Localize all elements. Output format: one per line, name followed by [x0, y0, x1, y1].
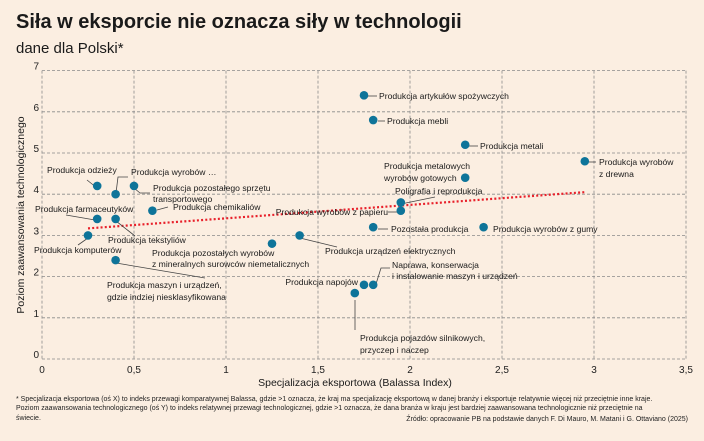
- axis-ticks: 0 0,5 1 1,5 2 2,5 3 3,5 0 1 2 3 4 5 6 7: [33, 62, 693, 376]
- point-label: Produkcja urządzeń elektrycznych: [325, 246, 456, 256]
- data-point: [92, 181, 102, 191]
- point-label: Produkcja odzieży: [47, 165, 117, 175]
- chart-subtitle: dane dla Polski*: [16, 40, 124, 57]
- data-point: [479, 222, 488, 232]
- grid: [41, 70, 687, 360]
- point-label: przyczep i naczep: [360, 345, 429, 355]
- point-labels: Produkcja artykułów spożywczych Produkcj…: [34, 91, 674, 355]
- x-tick-label: 3: [591, 365, 597, 376]
- point-label: Produkcja tekstyliów: [108, 235, 187, 245]
- data-point: [368, 222, 378, 232]
- y-tick-label: 6: [33, 103, 39, 114]
- x-tick-label: 2,5: [495, 365, 509, 376]
- footnote-line: świecie.: [16, 415, 41, 422]
- data-point: [295, 231, 304, 240]
- x-tick-label: 3,5: [679, 365, 693, 376]
- point-label: Pozostała produkcja: [391, 224, 469, 234]
- point-label: Produkcja pozostałego sprzętu: [153, 183, 271, 193]
- y-tick-label: 5: [33, 144, 39, 155]
- y-tick-label: 0: [33, 350, 39, 361]
- data-point: [111, 214, 120, 224]
- x-tick-label: 1,5: [311, 365, 325, 376]
- data-point: [92, 214, 102, 224]
- y-tick-label: 7: [33, 62, 39, 73]
- x-tick-label: 2: [407, 365, 413, 376]
- data-point: [350, 288, 360, 298]
- data-point: [359, 91, 369, 100]
- point-label: Produkcja pojazdów silnikowych,: [360, 333, 485, 343]
- data-point: [580, 156, 590, 166]
- point-label: Produkcja komputerów: [34, 245, 122, 255]
- y-tick-label: 3: [33, 226, 39, 237]
- point-label: wyrobów gotowych: [383, 173, 457, 183]
- x-tick-label: 0: [39, 365, 45, 376]
- chart-title: Siła w eksporcie nie oznacza siły w tech…: [16, 11, 462, 33]
- point-label: Produkcja metalowych: [384, 161, 470, 171]
- point-label: Poligrafia i reprodukcja: [395, 186, 483, 196]
- y-tick-label: 2: [33, 268, 39, 279]
- y-tick-label: 1: [33, 309, 39, 320]
- point-label: Naprawa, konserwacja: [392, 260, 479, 270]
- point-label: Produkcja wyrobów …: [131, 167, 217, 177]
- point-label: Produkcja chemikaliów: [173, 202, 261, 212]
- data-points: [83, 91, 590, 298]
- y-axis-title: Poziom zaawansowania technologicznego: [15, 116, 27, 313]
- point-label: z mineralnych surowców niemetalicznych: [152, 259, 309, 269]
- point-label: Produkcja napojów: [285, 277, 358, 287]
- point-label: Produkcja maszyn i urządzeń,: [107, 280, 222, 290]
- x-tick-label: 0,5: [127, 365, 141, 376]
- data-point: [368, 115, 378, 125]
- data-point: [267, 239, 277, 248]
- footnote-line: Poziom zaawansowania technologicznego (o…: [16, 405, 643, 412]
- point-label: Produkcja mebli: [387, 116, 448, 126]
- point-label: Produkcja wyrobów: [599, 157, 674, 167]
- trend-line: [87, 191, 585, 230]
- x-tick-label: 1: [223, 365, 229, 376]
- data-point: [460, 140, 470, 150]
- data-point: [359, 280, 369, 290]
- source-note: Źródło: opracowanie PB na podstawie dany…: [406, 414, 688, 423]
- point-label: Produkcja artykułów spożywczych: [379, 91, 509, 101]
- x-axis-title: Specjalizacja eksportowa (Balassa Index): [258, 377, 452, 389]
- data-point: [129, 181, 139, 191]
- data-point: [148, 206, 157, 215]
- data-point: [111, 255, 120, 265]
- point-label: i instalowanie maszyn i urządzeń: [392, 271, 518, 281]
- y-tick-label: 4: [33, 185, 39, 196]
- point-label: gdzie indziej niesklasyfikowana: [107, 292, 226, 302]
- point-label: Produkcja farmaceutyków: [35, 204, 134, 214]
- point-label: Produkcja pozostałych wyrobów: [152, 248, 275, 258]
- data-point: [460, 173, 470, 183]
- data-point: [368, 280, 378, 290]
- data-point: [83, 231, 93, 240]
- point-label: Produkcja wyrobów z papieru: [276, 207, 388, 217]
- point-label: transportowego: [153, 194, 212, 204]
- data-point: [396, 206, 406, 215]
- data-point: [396, 198, 406, 207]
- data-point: [111, 189, 120, 199]
- point-label: z drewna: [599, 169, 634, 179]
- point-label: Produkcja wyrobów z gumy: [493, 224, 598, 234]
- footnote-line: * Specjalizacja eksportowa (oś X) to ind…: [16, 396, 652, 403]
- point-label: Produkcja metali: [480, 141, 544, 151]
